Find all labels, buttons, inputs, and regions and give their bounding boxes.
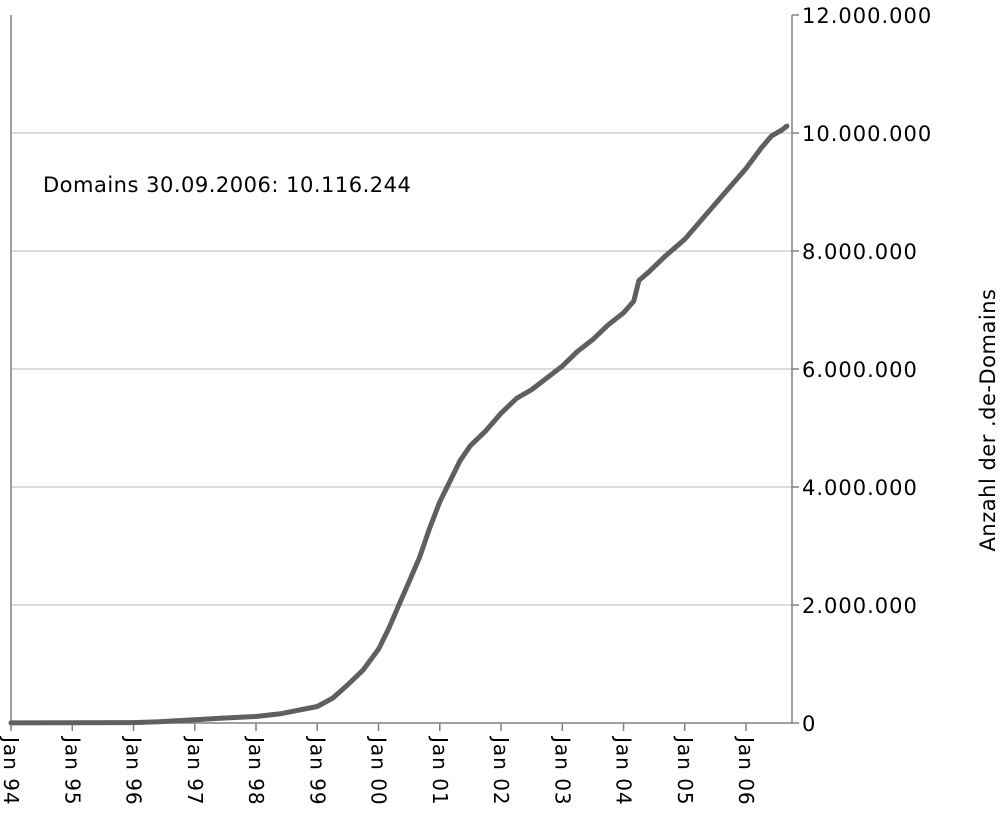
domains-annotation: Domains 30.09.2006: 10.116.244 bbox=[43, 173, 411, 197]
x-tick-label: Jan 03 bbox=[550, 735, 574, 806]
x-tick-label: Jan 06 bbox=[734, 735, 758, 806]
y-tick-label: 10.000.000 bbox=[802, 122, 932, 146]
y-tick-label: 12.000.000 bbox=[802, 4, 932, 28]
y-tick-label: 4.000.000 bbox=[802, 476, 918, 500]
series-group bbox=[8, 123, 790, 726]
y-tick-labels: 0 2.000.000 4.000.000 6.000.000 8.000.000 10.… bbox=[802, 4, 932, 736]
x-tick-label: Jan 96 bbox=[122, 735, 146, 806]
y-tick-label: 8.000.000 bbox=[802, 240, 918, 264]
x-tick-label: Jan 98 bbox=[244, 735, 268, 806]
series-line bbox=[8, 123, 790, 726]
x-tick-label: Jan 95 bbox=[60, 735, 84, 806]
y-tick-label: 6.000.000 bbox=[802, 358, 918, 382]
x-tick-label: Jan 05 bbox=[673, 735, 697, 806]
x-tick-label: Jan 97 bbox=[183, 735, 207, 806]
x-tick-label: Jan 01 bbox=[428, 735, 452, 806]
x-tick-label: Jan 04 bbox=[612, 735, 636, 806]
x-tick-labels: Jan 94 Jan 95 Jan 96 Jan 97 Jan 98 Jan 99 Jan … bbox=[0, 735, 758, 806]
gridlines bbox=[11, 132, 792, 606]
axes bbox=[10, 14, 799, 731]
x-tick-label: Jan 02 bbox=[489, 735, 513, 806]
x-tick-label: Jan 94 bbox=[0, 735, 23, 806]
y-axis-title: Anzahl der .de-Domains bbox=[976, 289, 1000, 552]
y-tick-label: 0 bbox=[802, 712, 816, 736]
y-tick-label: 2.000.000 bbox=[802, 594, 918, 618]
x-tick-label: Jan 00 bbox=[367, 735, 391, 806]
x-tick-label: Jan 99 bbox=[305, 735, 329, 806]
